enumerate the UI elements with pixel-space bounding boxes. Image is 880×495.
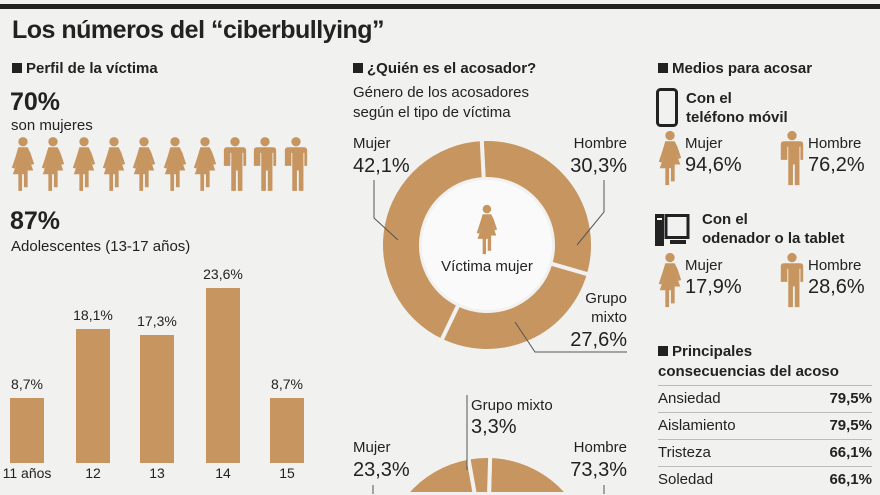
female-icon: [131, 136, 157, 197]
pct-women: 70%: [10, 88, 61, 116]
movil-title-2: teléfono móvil: [686, 109, 788, 126]
donut-label: 30,3%: [570, 155, 627, 177]
table-row: Aislamiento 79,5%: [658, 412, 872, 440]
bar-category-label: 13: [149, 465, 165, 481]
age-bar-chart: 8,7% 11 años 18,1% 12 17,3% 13 23,6% 14 8,7% 15: [0, 0, 330, 495]
ordenador-hombre-label: Hombre: [808, 257, 862, 274]
donut-label: 73,3%: [570, 459, 627, 481]
movil-hombre-label: Hombre: [808, 135, 862, 152]
donut-label: Hombre: [574, 135, 627, 152]
donut-label: Grupo mixto: [471, 397, 553, 414]
leader-line: [514, 321, 627, 353]
donut-slice: [479, 137, 595, 278]
row-value: 79,5%: [796, 412, 872, 440]
female-icon: [40, 136, 66, 197]
pct-teens: 87%: [10, 207, 61, 235]
female-icon: [192, 136, 218, 197]
donut-slice: [466, 454, 493, 495]
movil-hombre-value: 76,2%: [808, 154, 865, 176]
table-row: Soledad 66,1%: [658, 466, 872, 494]
ordenador-title-2: odenador o la tablet: [702, 230, 845, 247]
bar: [140, 334, 174, 463]
donut-label: 3,3%: [471, 416, 517, 438]
female-icon: [101, 136, 127, 197]
bar-category-label: 11 años: [2, 465, 52, 481]
movil-mujer-value: 94,6%: [685, 154, 742, 176]
row-label: Tristeza: [658, 439, 797, 467]
table-row: Tristeza 66,1%: [658, 439, 872, 467]
donut-hole: [422, 180, 552, 310]
ordenador-title-1: Con el: [702, 211, 748, 228]
people-icons: [10, 136, 310, 194]
donut-label: Mujer: [353, 135, 391, 152]
donut-center-label: Víctima mujer: [441, 258, 533, 275]
leader-line: [373, 180, 399, 241]
consecuencias-table: Ansiedad 79,5% Aislamiento 79,5% Tristeza 6…: [658, 385, 872, 494]
row-label: Aislamiento: [658, 412, 797, 440]
table-row: Ansiedad 79,5%: [658, 385, 872, 413]
ordenador-mujer-label: Mujer: [685, 257, 723, 274]
bar: [270, 398, 304, 463]
row-label: Soledad: [658, 466, 797, 494]
bar: [206, 287, 240, 463]
perfil-heading: Perfil de la víctima: [12, 60, 158, 77]
female-icon: [656, 252, 684, 313]
acosador-subtitle-1: Género de los acosadores: [353, 84, 529, 101]
computer-icon: [655, 214, 690, 246]
top-rule: [0, 4, 880, 9]
bar-value-label: 23,6%: [203, 265, 243, 282]
donut-label: Hombre: [574, 439, 627, 456]
bar-value-label: 17,3%: [137, 312, 177, 329]
donut-label: 42,1%: [353, 155, 410, 177]
donut-slice: [487, 454, 570, 495]
medios-heading: Medios para acosar: [658, 60, 812, 77]
mobile-phone-icon: [656, 88, 678, 127]
donut-label: Mujer: [353, 439, 391, 456]
row-value: 66,1%: [796, 466, 872, 494]
label-women: son mujeres: [11, 117, 93, 134]
female-icon: [71, 136, 97, 197]
female-icon: [10, 136, 36, 197]
male-icon: [778, 252, 806, 313]
consecuencias-heading-1: Principales: [658, 343, 752, 360]
female-icon: [656, 130, 684, 191]
bar-value-label: 8,7%: [11, 376, 43, 393]
male-icon: [778, 130, 806, 191]
bar-value-label: 8,7%: [271, 376, 303, 393]
label-teens: Adolescentes (13-17 años): [11, 238, 191, 255]
ordenador-mujer-value: 17,9%: [685, 276, 742, 298]
row-value: 79,5%: [796, 385, 872, 413]
row-label: Ansiedad: [658, 385, 797, 413]
consecuencias-heading-2: consecuencias del acoso: [658, 363, 839, 380]
page-title: Los números del “ciberbullying”: [12, 16, 385, 44]
donut-label: 27,6%: [570, 329, 627, 351]
donut-slice: [438, 260, 592, 353]
movil-title-1: Con el: [686, 90, 732, 107]
row-value: 66,1%: [796, 439, 872, 467]
bar-value-label: 18,1%: [73, 306, 113, 323]
female-icon: [476, 204, 498, 255]
bar-category-label: 14: [215, 465, 231, 481]
bar-category-label: 15: [279, 465, 295, 481]
bar: [76, 328, 110, 463]
donut-label: Grupo: [585, 290, 627, 307]
male-icon: [222, 136, 248, 197]
donut-label: 23,3%: [353, 459, 410, 481]
bar-category-label: 12: [85, 465, 101, 481]
acosador-subtitle-2: según el tipo de víctima: [353, 104, 511, 121]
male-icon: [252, 136, 278, 197]
male-icon: [283, 136, 309, 197]
bar: [10, 398, 44, 463]
female-icon: [162, 136, 188, 197]
movil-mujer-label: Mujer: [685, 135, 723, 152]
ordenador-hombre-value: 28,6%: [808, 276, 865, 298]
donut-slice: [404, 455, 477, 495]
acosador-heading: ¿Quién es el acosador?: [353, 60, 536, 77]
leader-line: [576, 180, 605, 246]
donut-label: mixto: [591, 309, 627, 326]
donut-slice: [379, 137, 486, 344]
